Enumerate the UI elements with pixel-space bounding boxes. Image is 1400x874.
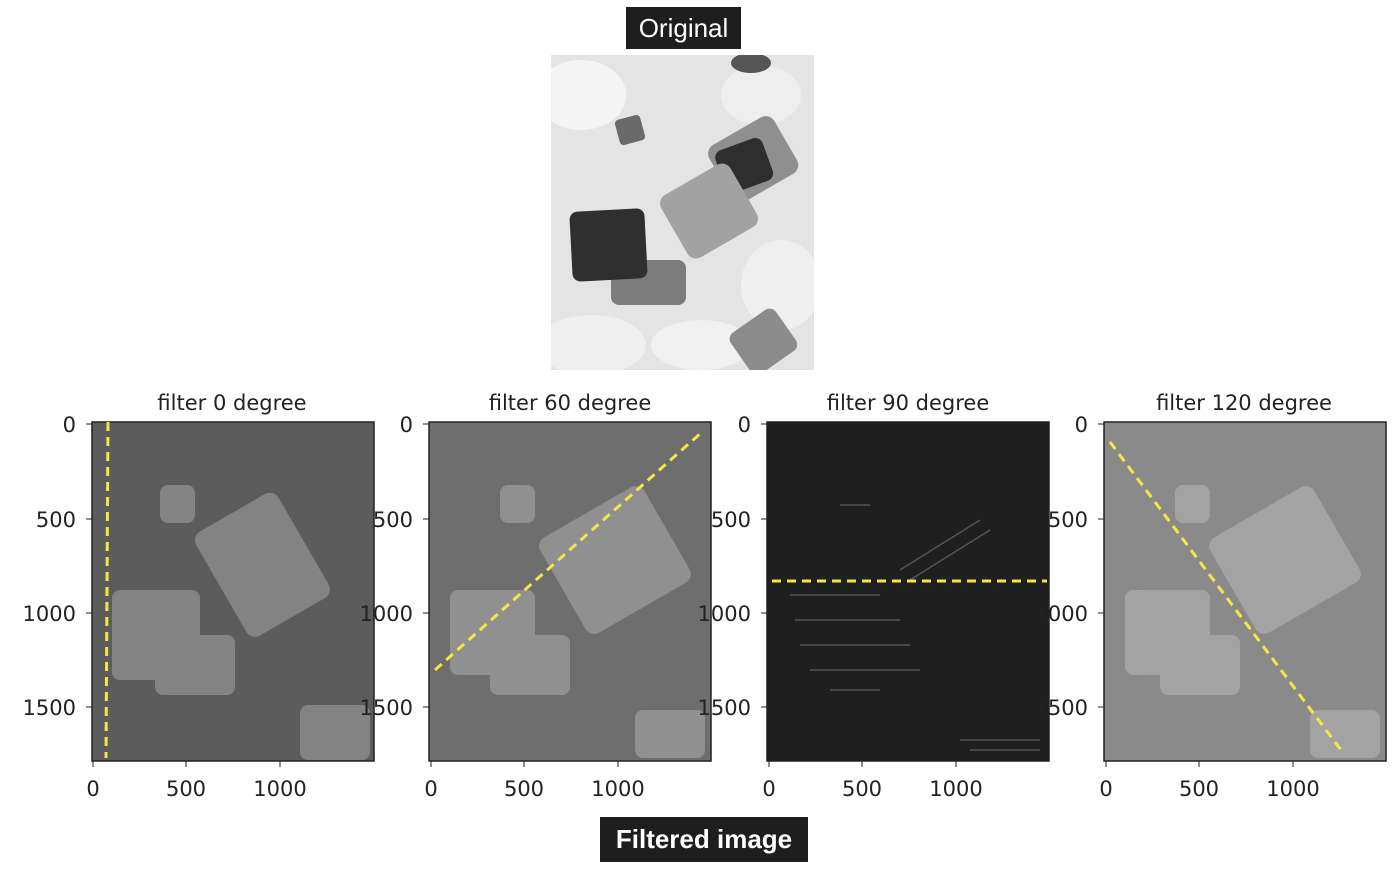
ytick-label: 1000 [698,602,751,626]
panel-texture [112,485,370,760]
panel-title: filter 60 degree [489,391,652,415]
panel-plot-area [766,421,1050,762]
orientation-line [1108,441,1346,755]
panel-texture [1125,485,1380,758]
panel-title: filter 120 degree [1156,391,1332,415]
xtick-label: 500 [166,777,206,801]
x-axis: 0 500 1000 [86,761,307,801]
panel-title: filter 90 degree [827,391,990,415]
ytick-label: 500 [1048,508,1088,532]
xtick-label: 0 [86,777,99,801]
ytick-label: 0 [738,413,751,437]
ytick-label: 1500 [1035,696,1088,720]
xtick-label: 500 [504,777,544,801]
panel-filter-60-degree: filter 60 degree 0 500 1000 1500 0 500 [360,391,712,801]
xtick-label: 0 [762,777,775,801]
ytick-label: 1000 [23,602,76,626]
xtick-label: 1000 [929,777,982,801]
original-image [551,55,814,370]
y-axis: 0 500 1000 1500 [360,413,429,720]
ytick-label: 1500 [23,696,76,720]
panel-filter-90-degree: filter 90 degree 0 500 1000 1500 [698,391,1050,801]
ytick-label: 0 [1075,413,1088,437]
ytick-label: 500 [711,508,751,532]
ytick-label: 0 [63,413,76,437]
y-axis: 0 500 1000 1500 [698,413,767,720]
filtered-image-label: Filtered image [600,817,808,862]
ytick-label: 1500 [360,696,413,720]
ytick-label: 500 [373,508,413,532]
xtick-label: 0 [1099,777,1112,801]
xtick-label: 1000 [253,777,306,801]
ytick-label: 1500 [698,696,751,720]
orientation-line [104,421,110,759]
original-label: Original [626,7,741,49]
x-axis: 0 500 1000 [762,761,983,801]
ytick-label: 500 [36,508,76,532]
panel-filter-0-degree: filter 0 degree 0 500 1000 1500 0 500 1 [23,391,375,801]
ytick-label: 0 [400,413,413,437]
panel-filter-120-degree: filter 120 degree 0 500 1000 1500 0 500 [1035,391,1387,801]
panel-texture [450,485,705,758]
xtick-label: 1000 [591,777,644,801]
panel-title: filter 0 degree [157,391,306,415]
xtick-label: 0 [424,777,437,801]
x-axis: 0 500 1000 [424,761,645,801]
panel-texture [790,504,1040,751]
ytick-label: 1000 [1035,602,1088,626]
xtick-label: 1000 [1266,777,1319,801]
x-axis: 0 500 1000 [1099,761,1320,801]
xtick-label: 500 [842,777,882,801]
y-axis: 0 500 1000 1500 [1035,413,1104,720]
y-axis: 0 500 1000 1500 [23,413,92,720]
filtered-panels: filter 0 degree 0 500 1000 1500 0 500 1 [23,391,1387,801]
ytick-label: 1000 [360,602,413,626]
xtick-label: 500 [1179,777,1219,801]
